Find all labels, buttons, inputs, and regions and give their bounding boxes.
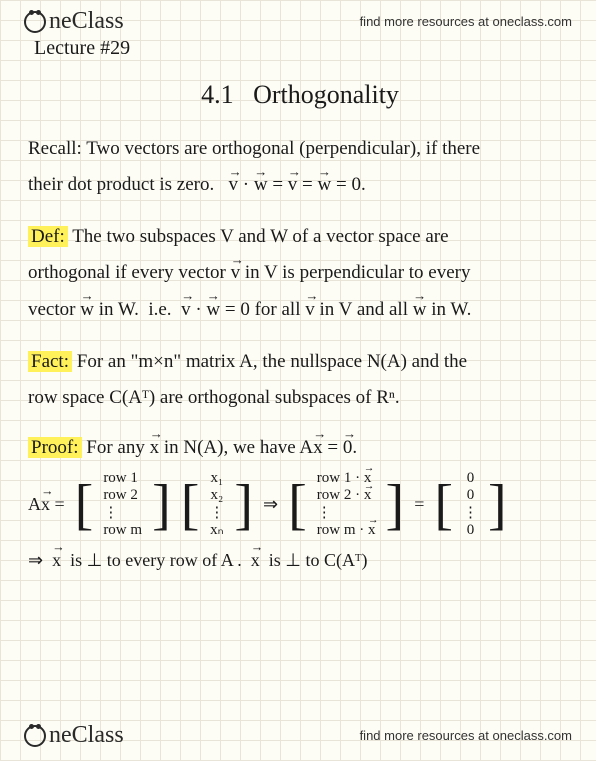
rdm: row m · x (317, 522, 376, 539)
proof-conclusion: ⇒ x is ⊥ to every row of A . x is ⊥ to C… (28, 545, 572, 576)
logo-o-icon (24, 11, 46, 33)
bracket-l-1: [ (75, 477, 94, 533)
proof-block: Proof: For any x in N(A), we have Ax = 0… (28, 432, 572, 464)
fact-label: Fact: (28, 351, 72, 372)
page-header: neClass find more resources at oneclass.… (0, 0, 596, 35)
def-line1: The two subspaces V and W of a vector sp… (72, 226, 448, 247)
recall-block: Recall: Two vectors are orthogonal (perp… (28, 131, 572, 203)
proof-label: Proof: (28, 437, 82, 458)
bracket-r-1: ] (152, 477, 171, 533)
lecture-title: 4.1 Orthogonality (28, 73, 572, 117)
fact-line1: For an "m×n" matrix A, the nullspace N(A… (77, 351, 467, 372)
x2: x₂ (211, 487, 224, 504)
imply-1: ⇒ (263, 489, 278, 520)
rowm: row m (103, 522, 142, 539)
recall-line2a: their dot product is zero. (28, 174, 214, 195)
bracket-l-3: [ (288, 477, 307, 533)
page-footer: neClass find more resources at oneclass.… (0, 722, 596, 749)
def-block: Def: The two subspaces V and W of a vect… (28, 219, 572, 327)
eq-sign: = (414, 489, 424, 520)
section-number: 4.1 (201, 80, 234, 109)
zero-vector: 0 0 ⋮ 0 (463, 470, 478, 539)
recall-line1: Two vectors are orthogonal (perpendicula… (86, 138, 480, 159)
note-content: Lecture #29 4.1 Orthogonality Recall: Tw… (0, 31, 596, 576)
matrix-rows: row 1 row 2 ⋮ row m (103, 470, 142, 539)
logo-text-footer: neClass (49, 722, 124, 749)
bracket-l-4: [ (434, 477, 453, 533)
x-vector: x₁ x₂ ⋮ xₙ (209, 470, 224, 539)
recall-label: Recall: (28, 138, 82, 159)
vec-v2: v (288, 167, 298, 203)
x-dots: ⋮ (209, 505, 224, 522)
def-line2: orthogonal if every vector v in V is per… (28, 262, 471, 283)
row-dots: ⋮ (103, 505, 118, 522)
brand-logo-footer: neClass (24, 722, 124, 749)
bracket-r-3: ] (386, 477, 405, 533)
vec-v: v (229, 167, 239, 203)
def-line3: vector w in W. i.e. v · w = 0 for all v … (28, 299, 471, 320)
rd-dots: ⋮ (317, 505, 332, 522)
row-dot-x: row 1 · x row 2 · x ⋮ row m · x (317, 470, 376, 539)
z-dots: ⋮ (463, 505, 478, 522)
zm: 0 (467, 522, 475, 539)
header-tagline: find more resources at oneclass.com (360, 14, 572, 29)
fact-block: Fact: For an "m×n" matrix A, the nullspa… (28, 344, 572, 416)
row1: row 1 (103, 470, 138, 487)
topic-name: Orthogonality (253, 80, 399, 109)
z2: 0 (467, 487, 475, 504)
proof-line1: For any x in N(A), we have Ax = 0. (86, 437, 357, 458)
xn: xₙ (210, 522, 223, 539)
vec-w: w (254, 167, 268, 203)
bracket-r-4: ] (488, 477, 507, 533)
bracket-r-2: ] (234, 477, 253, 533)
def-label: Def: (28, 226, 68, 247)
row2: row 2 (103, 487, 138, 504)
rd2: row 2 · x (317, 487, 372, 504)
fact-line2: row space C(Aᵀ) are orthogonal subspaces… (28, 387, 400, 408)
logo-o-icon-footer (24, 725, 46, 747)
proof-matrix-line: Ax = [ row 1 row 2 ⋮ row m ] [ x₁ x₂ ⋮ x… (28, 470, 572, 539)
x1: x₁ (211, 470, 224, 487)
z1: 0 (467, 470, 475, 487)
footer-tagline: find more resources at oneclass.com (360, 728, 572, 743)
lecture-label: Lecture #29 (34, 31, 572, 65)
bracket-l-2: [ (181, 477, 200, 533)
vec-w2: w (318, 167, 332, 203)
proof-lhs: Ax = (28, 489, 65, 520)
